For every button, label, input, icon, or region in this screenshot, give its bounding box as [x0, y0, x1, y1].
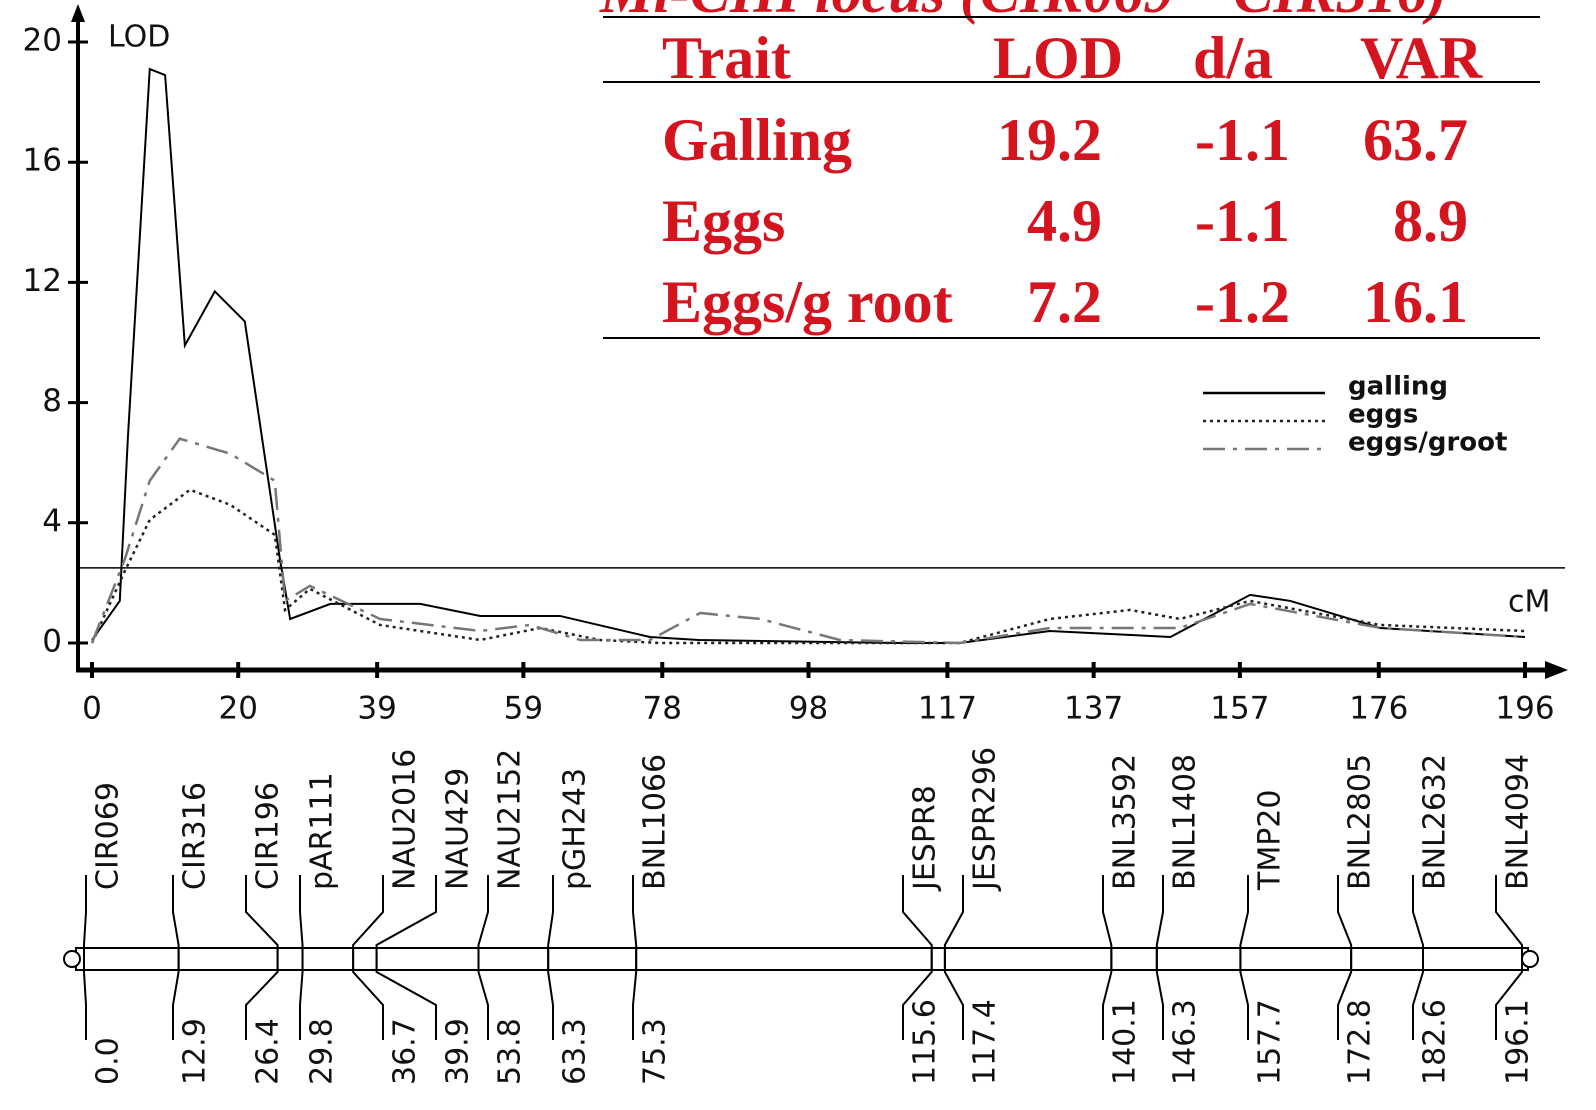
- table-header: LOD: [993, 25, 1123, 91]
- x-tick-label: 78: [643, 691, 682, 727]
- marker-name: CIR196: [251, 782, 286, 890]
- chromosome-end: [63, 950, 81, 968]
- marker-name: TMP20: [1253, 790, 1288, 891]
- marker-name: BNL1066: [638, 754, 673, 890]
- legend-label: eggs/groot: [1348, 428, 1507, 458]
- marker-connector: [245, 875, 279, 1040]
- y-axis-label: LOD: [108, 20, 170, 55]
- x-axis-arrow: [1545, 661, 1568, 679]
- marker-position: 26.4: [251, 1018, 286, 1085]
- marker-position: 196.1: [1501, 999, 1536, 1085]
- chromosome: [75, 947, 1529, 971]
- marker-position: 0.0: [91, 1037, 126, 1085]
- marker-name: BNL2632: [1418, 754, 1453, 890]
- y-tick-label: 4: [42, 503, 62, 539]
- table-cell: 63.7: [1363, 107, 1468, 173]
- table-cell: Galling: [662, 107, 852, 173]
- marker-position: 182.6: [1418, 999, 1453, 1085]
- marker-name: NAU429: [441, 768, 476, 890]
- x-tick-label: 98: [789, 691, 828, 727]
- x-tick-label: 59: [504, 691, 543, 727]
- marker-position: 12.9: [178, 1018, 213, 1085]
- series-line: [90, 488, 1526, 645]
- chromosome-end: [1521, 950, 1539, 968]
- marker-name: BNL2805: [1343, 754, 1378, 890]
- x-tick-label: 20: [218, 691, 257, 727]
- marker-position: 63.3: [558, 1018, 593, 1085]
- marker-name: BNL1408: [1168, 754, 1203, 890]
- x-tick-label: 0: [82, 691, 102, 727]
- table-header: Trait: [662, 25, 791, 91]
- x-tick-label: 176: [1349, 691, 1408, 727]
- marker-name: BNL4094: [1501, 754, 1536, 890]
- x-tick-label: 196: [1495, 691, 1554, 727]
- x-tick-label: 39: [357, 691, 396, 727]
- table-cell: -1.2: [1195, 269, 1290, 335]
- series-line: [90, 437, 1526, 645]
- table-cell: 19.2: [997, 107, 1102, 173]
- marker-position: 172.8: [1343, 999, 1378, 1085]
- marker-name: CIR069: [91, 782, 126, 890]
- marker-connector: [477, 875, 489, 1040]
- y-tick-label: 0: [42, 624, 62, 660]
- table-cell: Eggs/g root: [662, 269, 953, 335]
- marker-position: 157.7: [1253, 999, 1288, 1085]
- table-cell: 16.1: [1363, 269, 1468, 335]
- y-tick-label: 20: [23, 23, 62, 59]
- legend-label: eggs: [1348, 400, 1418, 430]
- marker-connector: [352, 875, 384, 1040]
- table-header: VAR: [1360, 25, 1483, 91]
- marker-connector: [943, 875, 964, 1040]
- marker-name: JESPR296: [968, 747, 1003, 892]
- marker-name: pAR111: [305, 772, 340, 890]
- table-cell: -1.1: [1195, 107, 1290, 173]
- table-cell: -1.1: [1195, 188, 1290, 254]
- x-axis-label: cM: [1508, 585, 1550, 620]
- x-tick-label: 117: [918, 691, 977, 727]
- chart-title: Mi-CIH locus (CIR069 – CIR316): [599, 0, 1447, 25]
- x-tick-label: 157: [1210, 691, 1269, 727]
- x-tick-label: 137: [1064, 691, 1123, 727]
- marker-connector: [375, 875, 437, 1040]
- legend-label: galling: [1348, 372, 1448, 402]
- marker-name: NAU2152: [493, 749, 528, 890]
- table-cell: 8.9: [1393, 188, 1468, 254]
- marker-position: 146.3: [1168, 999, 1203, 1085]
- marker-name: NAU2016: [388, 749, 423, 890]
- marker-name: JESPR8: [908, 785, 943, 892]
- table-cell: Eggs: [662, 188, 785, 254]
- marker-position: 140.1: [1108, 999, 1143, 1085]
- marker-name: CIR316: [178, 782, 213, 890]
- marker-position: 36.7: [388, 1018, 423, 1085]
- series-line: [91, 67, 1526, 644]
- marker-connector: [1239, 875, 1249, 1040]
- marker-position: 117.4: [968, 999, 1003, 1085]
- table-cell: 7.2: [1027, 269, 1102, 335]
- table-header: d/a: [1193, 25, 1273, 91]
- table-cell: 4.9: [1027, 188, 1102, 254]
- marker-position: 53.8: [493, 1018, 528, 1085]
- marker-position: 39.9: [441, 1018, 476, 1085]
- y-tick-label: 12: [23, 263, 62, 299]
- marker-name: BNL3592: [1108, 754, 1143, 890]
- marker-position: 75.3: [638, 1018, 673, 1085]
- marker-name: pGH243: [558, 768, 593, 890]
- y-axis-arrow: [71, 4, 85, 22]
- y-tick-label: 8: [42, 383, 62, 419]
- marker-position: 29.8: [305, 1018, 340, 1085]
- y-tick-label: 16: [23, 143, 62, 179]
- marker-position: 115.6: [908, 999, 943, 1085]
